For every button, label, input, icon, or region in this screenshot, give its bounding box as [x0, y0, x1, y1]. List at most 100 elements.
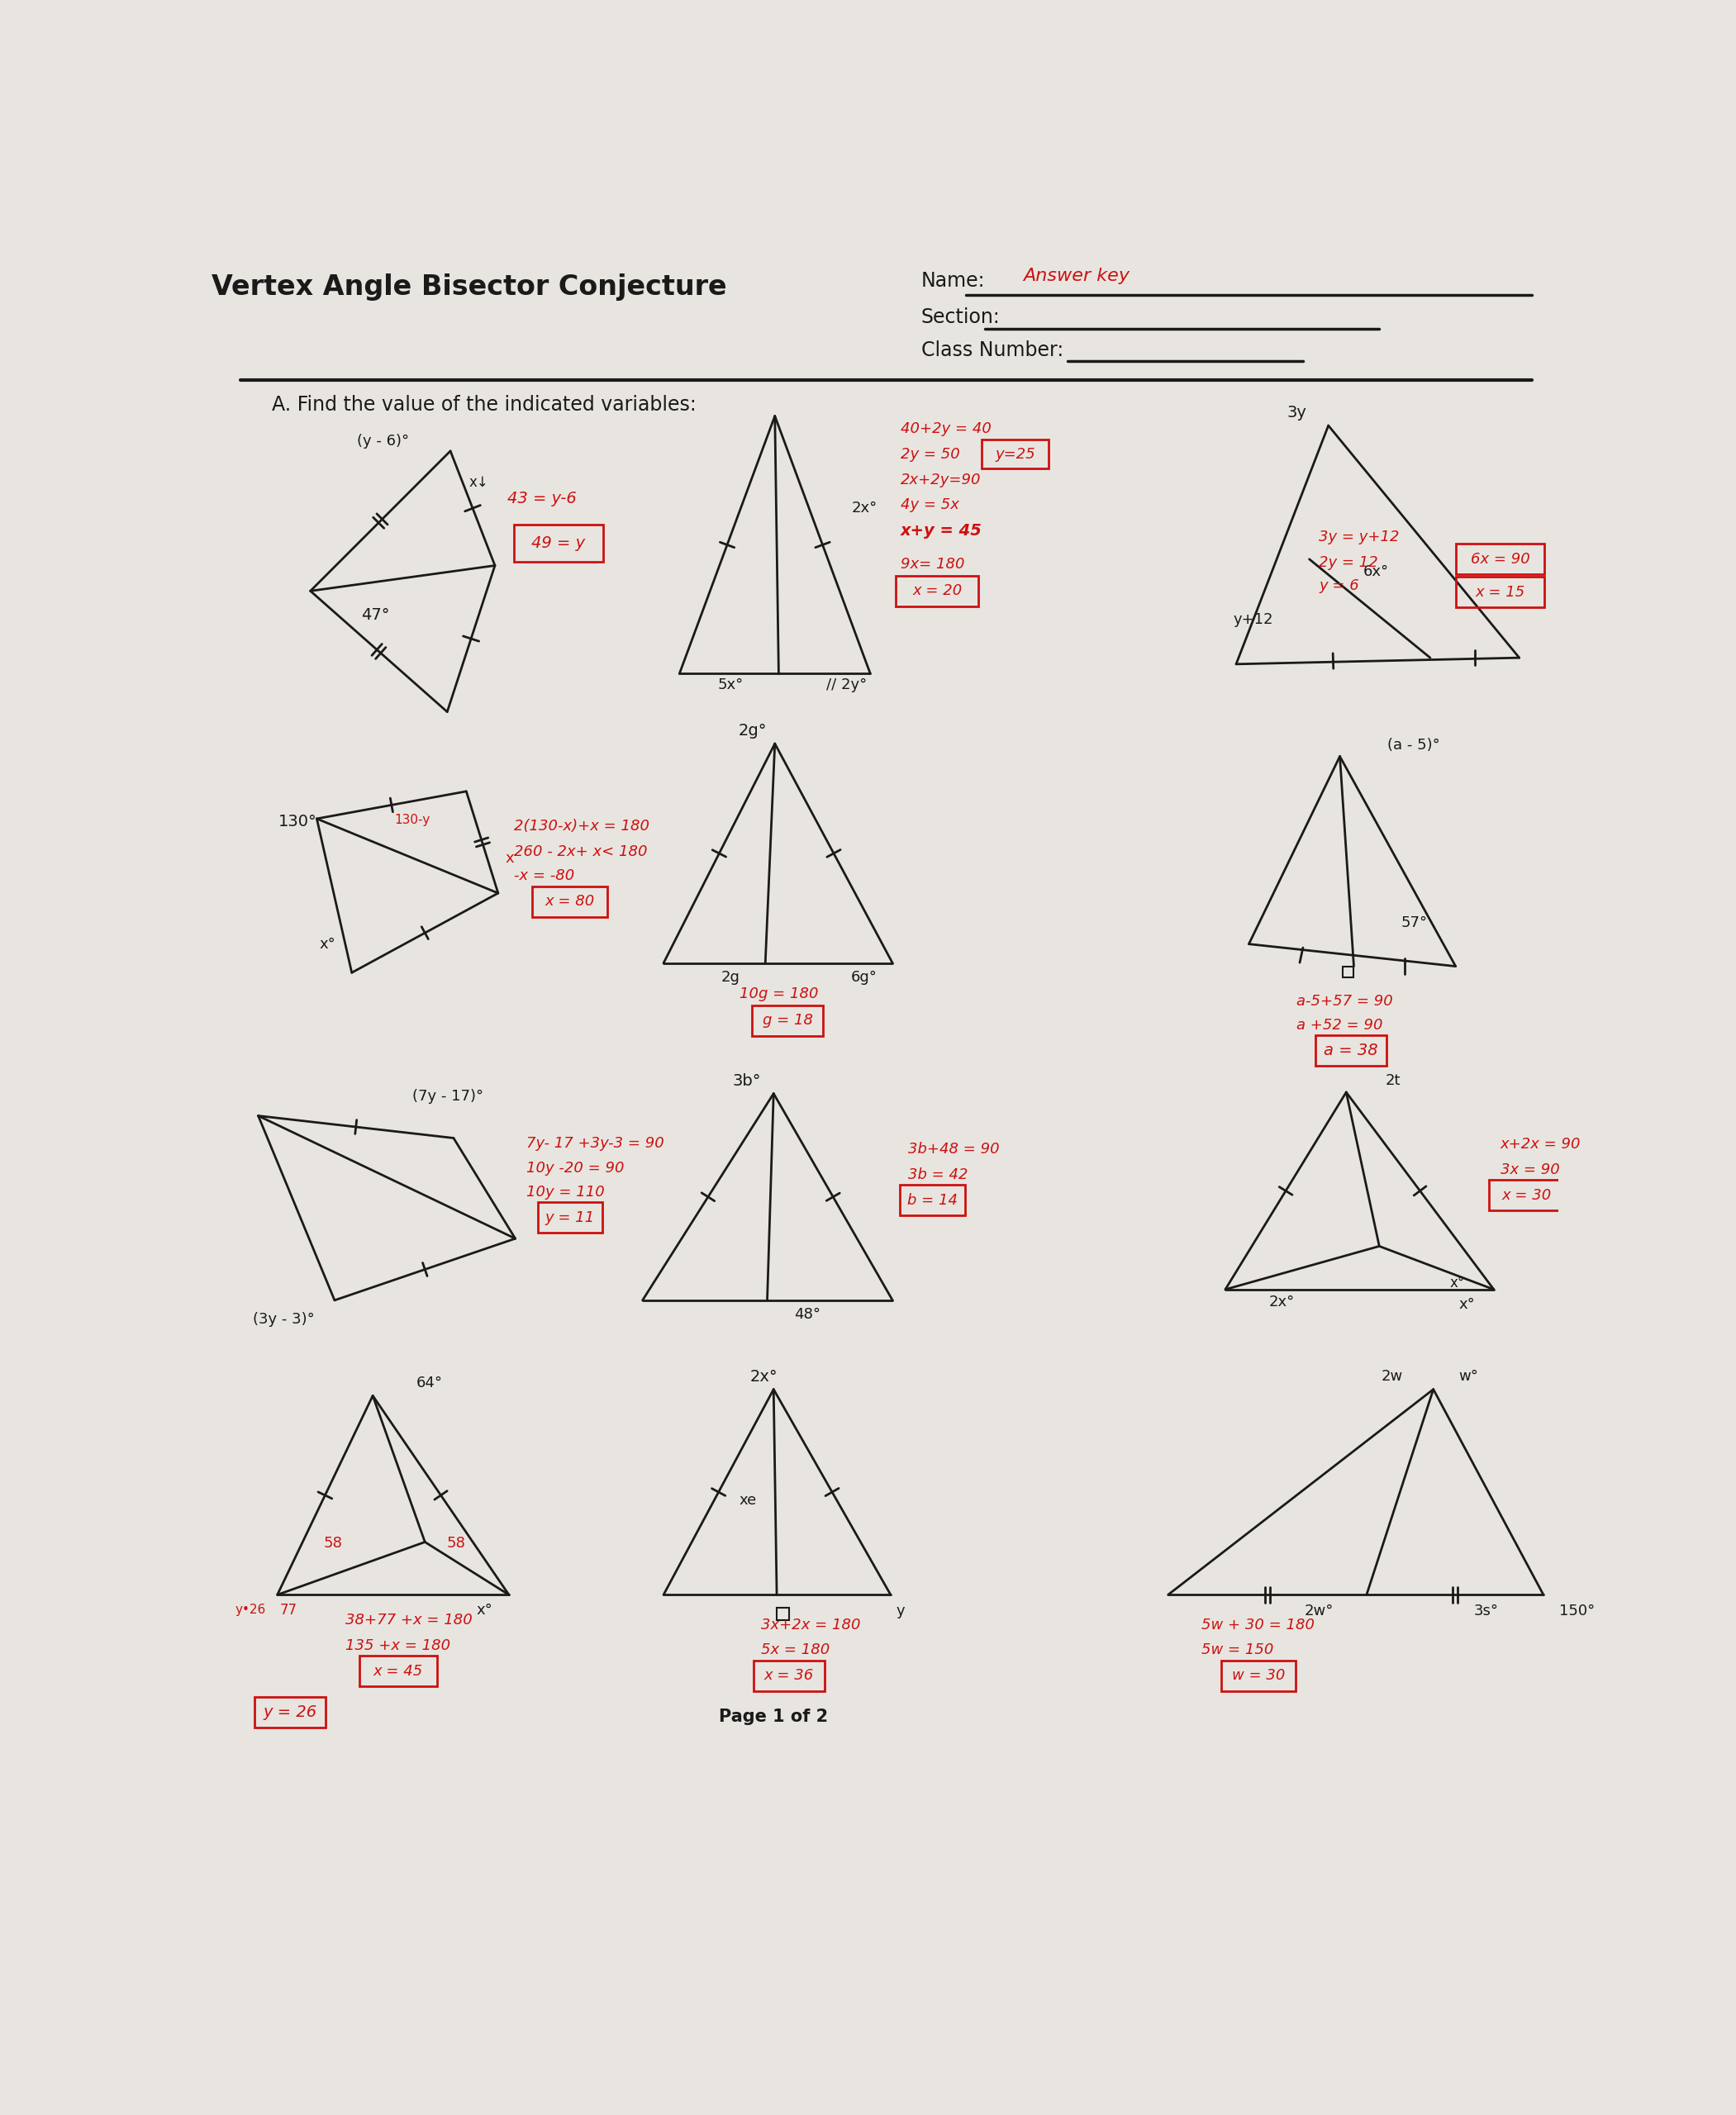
Text: 3x+2x = 180: 3x+2x = 180	[760, 1618, 861, 1633]
Text: 260 - 2x+ x< 180: 260 - 2x+ x< 180	[514, 844, 648, 859]
Text: 49 = y: 49 = y	[531, 535, 585, 552]
Text: (3y - 3)°: (3y - 3)°	[253, 1311, 314, 1326]
Text: 57°: 57°	[1401, 916, 1427, 931]
Text: g = 18: g = 18	[762, 1013, 812, 1028]
Bar	[1489, 1180, 1564, 1210]
Bar	[753, 1660, 825, 1690]
Text: x°: x°	[1458, 1296, 1476, 1311]
Text: 3b = 42: 3b = 42	[908, 1167, 969, 1182]
Text: 6x = 90: 6x = 90	[1470, 552, 1529, 567]
Text: a-5+57 = 90: a-5+57 = 90	[1297, 994, 1392, 1009]
Text: 58: 58	[446, 1535, 465, 1550]
Bar	[983, 440, 1049, 470]
Text: x = 45: x = 45	[373, 1665, 424, 1679]
Text: -x = -80: -x = -80	[514, 869, 575, 884]
Text: Name:: Name:	[922, 271, 986, 290]
Text: x = 20: x = 20	[911, 584, 962, 599]
Text: 10y -20 = 90: 10y -20 = 90	[526, 1161, 625, 1176]
Bar	[1316, 1034, 1387, 1066]
Text: 77: 77	[279, 1603, 297, 1618]
Bar	[255, 1696, 326, 1728]
Text: 48°: 48°	[793, 1307, 821, 1322]
Text: 130°: 130°	[278, 814, 318, 829]
Text: 150°: 150°	[1559, 1603, 1595, 1618]
Text: 10y = 110: 10y = 110	[526, 1184, 606, 1199]
Text: y = 6: y = 6	[1319, 577, 1359, 594]
Text: 64°: 64°	[417, 1375, 443, 1390]
Text: 3s°: 3s°	[1474, 1603, 1498, 1618]
Text: Vertex Angle Bisector Conjecture: Vertex Angle Bisector Conjecture	[212, 273, 727, 300]
Text: 4y = 5x: 4y = 5x	[901, 497, 960, 512]
Text: b = 14: b = 14	[908, 1193, 958, 1208]
Text: 3y: 3y	[1286, 404, 1307, 421]
Text: x = 80: x = 80	[545, 895, 595, 909]
Text: 3b+48 = 90: 3b+48 = 90	[908, 1142, 1000, 1157]
Text: a +52 = 90: a +52 = 90	[1297, 1017, 1384, 1032]
Text: 2(130-x)+x = 180: 2(130-x)+x = 180	[514, 819, 649, 833]
Bar	[359, 1656, 437, 1686]
Text: w = 30: w = 30	[1233, 1669, 1285, 1684]
Text: y•26: y•26	[234, 1603, 266, 1616]
Text: y = 26: y = 26	[264, 1705, 318, 1719]
Text: 5x = 180: 5x = 180	[760, 1643, 830, 1658]
Bar	[901, 1184, 965, 1216]
Text: A. Find the value of the indicated variables:: A. Find the value of the indicated varia…	[273, 396, 696, 415]
Text: x+2x = 90: x+2x = 90	[1500, 1138, 1581, 1153]
Text: 3y = y+12: 3y = y+12	[1319, 529, 1399, 544]
Text: 2x+2y=90: 2x+2y=90	[901, 472, 981, 486]
Text: Page 1 of 2: Page 1 of 2	[719, 1709, 828, 1726]
Text: 2g: 2g	[720, 969, 740, 986]
Text: 3x = 90: 3x = 90	[1500, 1163, 1559, 1178]
Text: y: y	[896, 1603, 904, 1618]
Text: 2x°: 2x°	[750, 1368, 778, 1385]
Text: 9x= 180: 9x= 180	[901, 556, 965, 571]
Text: x°: x°	[319, 937, 335, 952]
Text: 6x°: 6x°	[1363, 565, 1389, 580]
Text: 38+77 +x = 180: 38+77 +x = 180	[345, 1614, 472, 1629]
Text: x: x	[505, 850, 514, 865]
Bar	[896, 575, 979, 607]
Bar	[1342, 967, 1354, 977]
Bar	[752, 1005, 823, 1036]
Text: 2y = 12: 2y = 12	[1319, 554, 1378, 569]
Text: 43 = y-6: 43 = y-6	[507, 491, 576, 508]
Bar	[538, 1201, 602, 1233]
Text: 40+2y = 40: 40+2y = 40	[901, 421, 991, 436]
Text: // 2y°: // 2y°	[826, 677, 866, 692]
Text: x↓: x↓	[469, 476, 490, 491]
Bar	[514, 525, 602, 563]
Text: 2t: 2t	[1385, 1072, 1401, 1089]
Text: 2w°: 2w°	[1304, 1603, 1333, 1618]
Text: 47°: 47°	[361, 607, 391, 624]
Text: x = 30: x = 30	[1502, 1189, 1552, 1203]
Text: 5w = 150: 5w = 150	[1201, 1643, 1272, 1658]
Text: 130-y: 130-y	[394, 814, 431, 827]
Text: w°: w°	[1458, 1368, 1479, 1383]
Bar	[776, 1607, 790, 1620]
Text: (a - 5)°: (a - 5)°	[1387, 738, 1441, 753]
Text: x°: x°	[1450, 1275, 1465, 1290]
Text: 2w: 2w	[1382, 1368, 1403, 1383]
Bar	[533, 886, 608, 916]
Text: y=25: y=25	[995, 446, 1035, 461]
Text: 2g°: 2g°	[738, 723, 767, 738]
Text: 5x°: 5x°	[717, 677, 743, 692]
Text: 2y = 50: 2y = 50	[901, 446, 960, 461]
Text: 2x°: 2x°	[851, 501, 877, 516]
Text: Section:: Section:	[922, 307, 1000, 328]
Text: 5w + 30 = 180: 5w + 30 = 180	[1201, 1618, 1314, 1633]
Text: a = 38: a = 38	[1323, 1043, 1378, 1058]
Text: 6g°: 6g°	[851, 969, 877, 986]
Text: x = 36: x = 36	[764, 1669, 814, 1684]
Bar	[1220, 1660, 1297, 1690]
Text: Class Number:: Class Number:	[922, 341, 1064, 360]
Text: Answer key: Answer key	[1023, 269, 1130, 283]
Text: 58: 58	[323, 1535, 342, 1550]
Text: 2x°: 2x°	[1269, 1294, 1295, 1309]
Text: (y - 6)°: (y - 6)°	[358, 434, 410, 448]
Text: (7y - 17)°: (7y - 17)°	[411, 1089, 483, 1104]
Text: y = 11: y = 11	[545, 1210, 595, 1225]
Text: xe: xe	[740, 1493, 757, 1508]
Bar	[1457, 577, 1543, 607]
Text: x+y = 45: x+y = 45	[901, 522, 983, 539]
